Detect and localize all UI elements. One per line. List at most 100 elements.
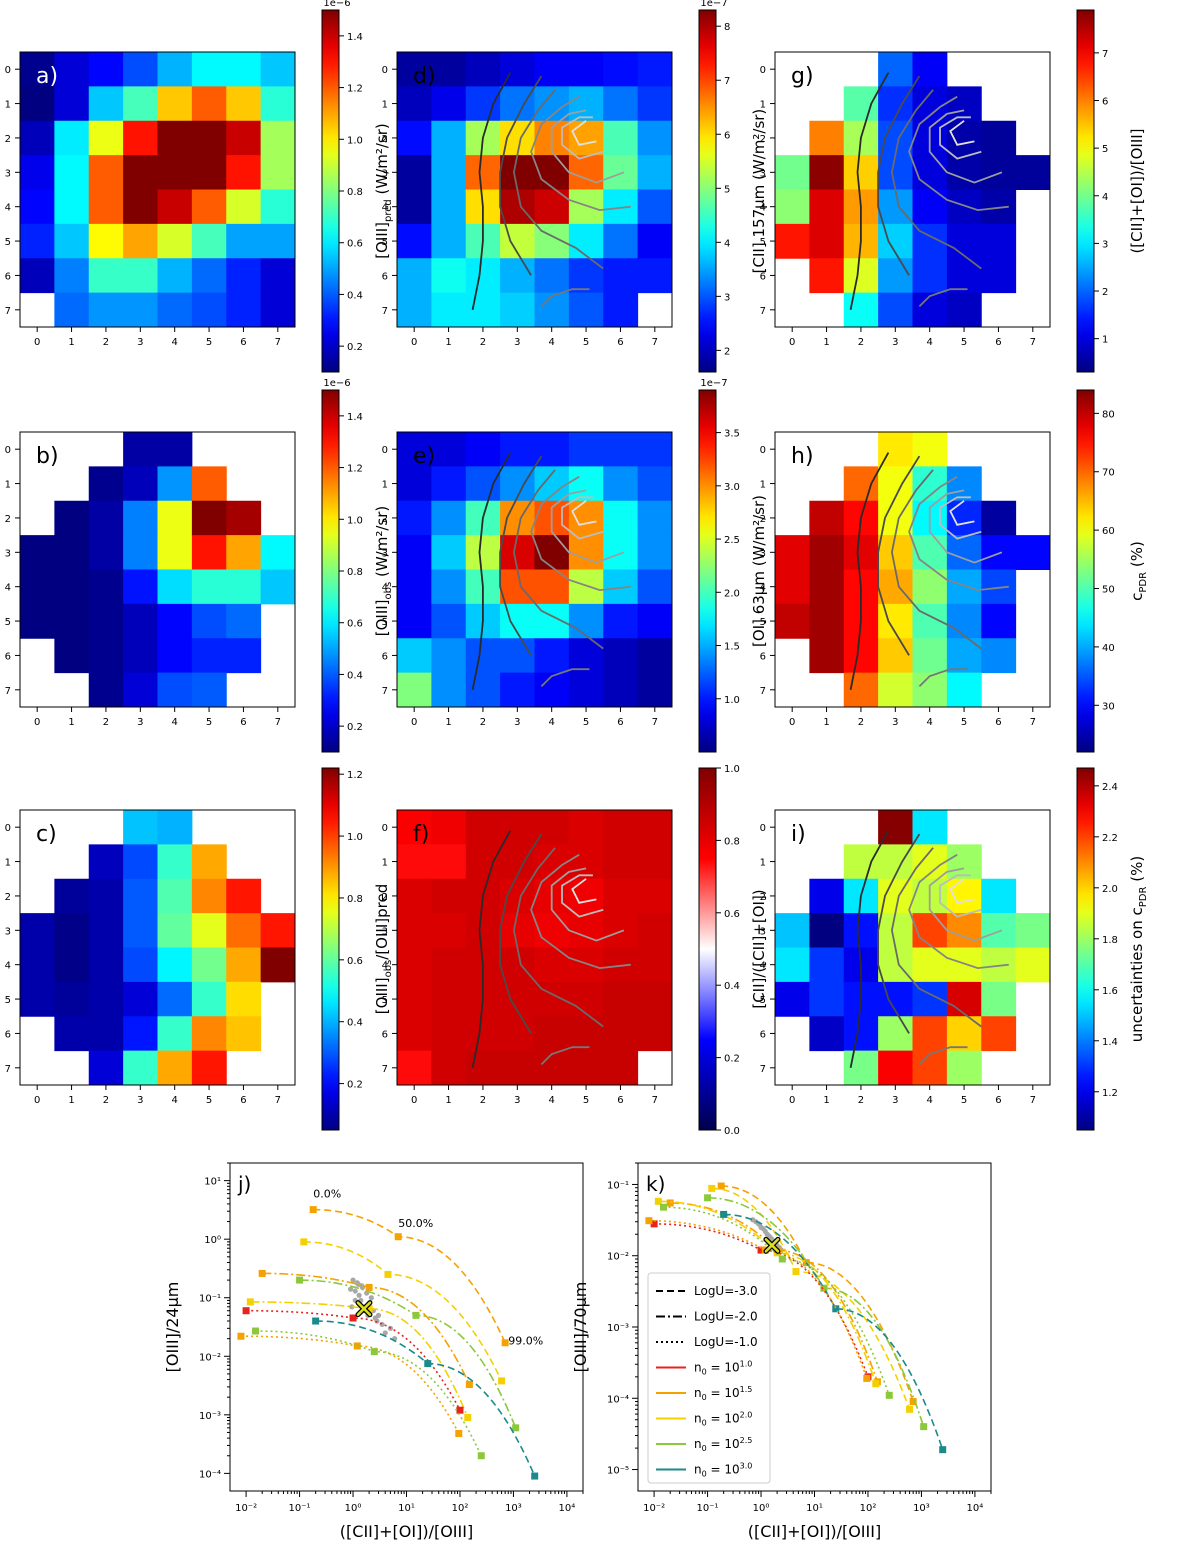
heatmap-cell: [637, 981, 673, 1017]
heatmap-cell: [912, 258, 948, 294]
highlight-marker: [764, 1238, 780, 1253]
contour-line: [949, 878, 975, 904]
heatmap-cell: [637, 638, 673, 674]
colorbar-label-sub: PDR: [1138, 572, 1149, 593]
heatmap-cell: [981, 500, 1017, 536]
heatmap-cell: [603, 52, 639, 87]
legend-label-main: LogU=-2.0: [694, 1310, 758, 1324]
heatmap-cell: [260, 569, 296, 605]
colorbar-tick-label: 0.0: [724, 1126, 740, 1137]
heatmap-cell: [465, 432, 501, 467]
colorbar-tick-label: 1: [1102, 335, 1108, 346]
heatmap-cell: [981, 223, 1017, 259]
heatmap-cell: [431, 913, 467, 948]
heatmap-cell: [809, 189, 845, 225]
heatmap-cell: [809, 878, 845, 914]
heatmap-cell: [226, 603, 262, 639]
colorbar-tick-label: 2: [724, 346, 730, 357]
contour-line: [550, 867, 625, 942]
heatmap-cell: [88, 292, 124, 328]
heatmap-cell: [946, 844, 982, 880]
contour-line: [877, 455, 921, 656]
series-marker: [424, 1360, 432, 1368]
series-marker: [296, 1276, 304, 1284]
series-marker: [370, 1348, 378, 1356]
heatmap-cell: [809, 500, 845, 536]
colorbar-tick-label: 5: [1102, 144, 1108, 155]
y-tick-label: 4: [382, 961, 388, 972]
x-tick-label: 3: [137, 717, 143, 728]
heatmap-cell: [226, 638, 262, 674]
heatmap-cell: [878, 913, 913, 948]
heatmap-cell: [878, 1050, 913, 1086]
y-tick-label: 4: [5, 961, 11, 972]
scatter-point: [347, 1286, 354, 1292]
series-marker: [720, 1210, 728, 1218]
colorbar-tick-label: 0.2: [347, 342, 363, 353]
x-tick-label: 4: [927, 1095, 933, 1106]
x-tick-label: 3: [892, 337, 898, 348]
heatmap-cell: [775, 189, 810, 225]
heatmap-cell: [191, 223, 227, 259]
heatmap-cell: [88, 120, 124, 156]
plot-frame: [396, 431, 673, 708]
legend-label-sup: 3.0: [740, 1462, 753, 1471]
y-tick-label: 3: [760, 168, 766, 179]
series-marker: [832, 1305, 840, 1313]
contour-line: [499, 833, 543, 1034]
heatmap-cell: [534, 292, 570, 328]
colorbar-tick-label: 7: [724, 76, 730, 87]
heatmap-cell: [775, 223, 810, 259]
heatmap-cell: [88, 878, 124, 914]
y-axis-label: [OIII]/24µm: [163, 1282, 182, 1373]
heatmap-cell: [226, 189, 262, 225]
legend-label-sup: 1.5: [740, 1385, 753, 1394]
contour-line: [550, 489, 625, 564]
colorbar-tick-label: 0.6: [347, 956, 363, 967]
x-tick-label: 4: [549, 1095, 555, 1106]
heatmap-cell: [54, 981, 90, 1017]
heatmap-cell: [88, 189, 124, 225]
heatmap-cell: [603, 86, 639, 122]
contour-line: [540, 668, 590, 688]
heatmap-cell: [397, 189, 432, 225]
heatmap-panel-d: 0 1 2 3 4 5 6 7 0 1 2 3 4 5 6 7 d) 2 3 4 5 6 7 8 1e−7 [CII] 157µm…: [382, 0, 768, 373]
heatmap-cell: [191, 86, 227, 122]
x-tick-label: 2: [480, 1095, 486, 1106]
y-tick-label: 6: [5, 1029, 11, 1040]
heatmap-cell: [191, 947, 227, 983]
contour-line: [571, 500, 597, 526]
heatmap-cell: [20, 947, 55, 983]
heatmap-cell: [20, 569, 55, 605]
colorbar: [321, 767, 340, 1131]
contour-line: [561, 874, 604, 918]
heatmap-cell: [878, 569, 913, 605]
heatmap-cell: [843, 638, 879, 674]
heatmap-cell: [191, 844, 227, 880]
heatmap-cell: [226, 535, 262, 570]
panel-label: d): [413, 64, 436, 89]
heatmap-cell: [843, 1050, 879, 1086]
series-marker: [300, 1238, 308, 1246]
series-marker: [820, 1284, 828, 1292]
heatmap-cell: [568, 223, 604, 259]
series-marker: [872, 1380, 880, 1388]
heatmap-cell: [878, 189, 913, 225]
heatmap-cell: [843, 466, 879, 502]
series-marker: [660, 1203, 668, 1211]
colorbar-tick-label: 0.8: [347, 567, 363, 578]
colorbar-tick-label: 3.5: [724, 429, 740, 440]
heatmap-cell: [603, 638, 639, 674]
contour-line: [939, 116, 982, 160]
series-marker: [353, 1342, 361, 1350]
heatmap-cell: [191, 981, 227, 1017]
heatmap-cell: [431, 810, 467, 845]
contour-line: [530, 475, 631, 592]
y-tick-label: 5: [382, 617, 388, 628]
heatmap-cell: [397, 155, 432, 190]
contour-line: [471, 452, 512, 690]
contour-line: [949, 500, 975, 526]
x-tick-label: 5: [206, 337, 212, 348]
heatmap-cell: [397, 947, 432, 983]
heatmap-cell: [431, 1016, 467, 1052]
